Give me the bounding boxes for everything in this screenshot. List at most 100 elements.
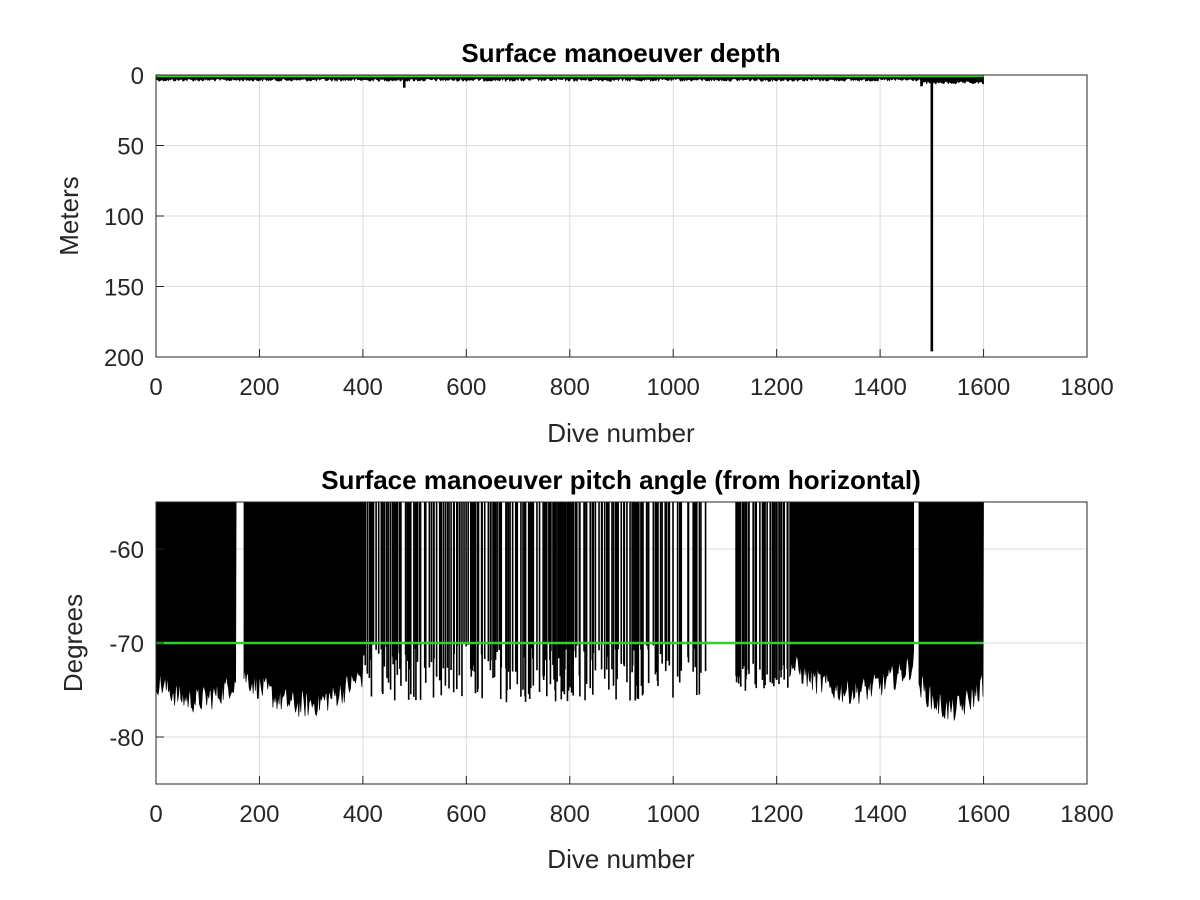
x-tick-label: 800 xyxy=(550,374,590,401)
pitch-bar xyxy=(612,502,615,686)
pitch-bar xyxy=(623,502,626,667)
pitch-bar xyxy=(453,502,456,655)
pitch-bar xyxy=(470,502,473,677)
pitch-bar xyxy=(527,502,530,695)
x-tick-label: 1200 xyxy=(750,801,803,828)
pitch-bar xyxy=(371,502,374,644)
y-tick-label: 50 xyxy=(117,134,144,161)
pitch-bar xyxy=(490,502,492,661)
pitch-bar xyxy=(507,502,510,672)
pitch-block xyxy=(789,501,915,705)
pitch-bar xyxy=(477,502,480,645)
pitch-bar xyxy=(496,502,498,652)
pitch-bar xyxy=(762,502,764,677)
pitch-bar xyxy=(424,502,427,683)
pitch-bar xyxy=(626,502,628,683)
pitch-bar xyxy=(735,502,738,683)
pitch-bar xyxy=(668,502,671,666)
pitch-bar xyxy=(524,502,527,702)
y-tick-label: 200 xyxy=(104,345,144,372)
pitch-bar xyxy=(764,502,766,686)
y-tick-label: -80 xyxy=(109,725,144,752)
x-tick-label: 800 xyxy=(550,801,590,828)
x-tick-label: 1800 xyxy=(1060,801,1113,828)
pitch-bar xyxy=(522,502,524,690)
pitch-bar xyxy=(565,502,567,650)
pitch-bar xyxy=(780,502,783,670)
pitch-bar xyxy=(428,502,431,668)
x-tick-label: 1000 xyxy=(647,801,700,828)
pitch-bar xyxy=(416,502,419,662)
pitch-bar xyxy=(467,502,469,645)
pitch-bar xyxy=(494,502,497,660)
pitch-bar xyxy=(631,502,634,666)
pitch-bar xyxy=(773,502,775,687)
x-tick-label: 1000 xyxy=(647,374,700,401)
x-tick-label: 1400 xyxy=(853,374,906,401)
pitch-bar xyxy=(553,502,555,680)
pitch-x-axis-label: Dive number xyxy=(547,844,695,874)
pitch-bar xyxy=(617,502,619,650)
pitch-bar xyxy=(678,502,681,683)
pitch-bar xyxy=(393,502,396,701)
x-tick-label: 200 xyxy=(239,374,279,401)
pitch-bar xyxy=(633,502,635,651)
x-tick-label: 400 xyxy=(343,801,383,828)
pitch-bar xyxy=(769,502,772,683)
pitch-bar xyxy=(739,502,742,687)
pitch-bar xyxy=(594,502,597,671)
pitch-bar xyxy=(423,502,426,668)
x-tick-label: 200 xyxy=(239,801,279,828)
y-tick-label: -70 xyxy=(109,631,144,658)
pitch-bar xyxy=(742,502,744,669)
pitch-bar xyxy=(657,502,659,686)
pitch-bar xyxy=(695,502,698,696)
pitch-bar xyxy=(516,502,519,685)
pitch-bar xyxy=(774,502,776,679)
pitch-bar xyxy=(472,502,475,666)
pitch-bar xyxy=(704,502,707,672)
y-tick-label: 150 xyxy=(104,275,144,302)
pitch-bar xyxy=(645,502,648,646)
pitch-bar xyxy=(629,502,631,701)
pitch-bar xyxy=(430,502,433,663)
depth-spike-bar xyxy=(920,75,923,87)
depth-spike-bar xyxy=(402,75,406,88)
pitch-bars xyxy=(155,501,984,721)
x-tick-label: 0 xyxy=(149,801,162,828)
pitch-bar xyxy=(585,502,588,685)
pitch-bar xyxy=(638,502,640,646)
pitch-bar xyxy=(473,502,476,672)
x-tick-label: 600 xyxy=(446,801,486,828)
pitch-bar xyxy=(676,502,679,677)
pitch-bar xyxy=(506,502,508,691)
pitch-bar xyxy=(463,502,465,644)
x-tick-label: 600 xyxy=(446,374,486,401)
pitch-bar xyxy=(450,502,452,671)
x-tick-label: 1800 xyxy=(1060,374,1113,401)
pitch-bar xyxy=(500,502,503,668)
pitch-bar xyxy=(456,502,459,646)
pitch-bar xyxy=(372,502,375,645)
pitch-bar xyxy=(759,502,761,670)
pitch-bar xyxy=(438,502,441,681)
pitch-bar xyxy=(778,502,781,671)
pitch-bar xyxy=(608,502,610,690)
pitch-bar xyxy=(736,502,739,677)
pitch-bar xyxy=(572,502,575,652)
pitch-bar xyxy=(672,502,674,698)
pitch-bar xyxy=(745,502,748,676)
pitch-bar xyxy=(389,502,392,690)
pitch-bar xyxy=(511,502,514,672)
pitch-bar xyxy=(700,502,702,673)
pitch-bar xyxy=(589,502,592,689)
pitch-bar xyxy=(487,502,490,662)
pitch-x-ticks: 0 200 400 600 800 1000 1200 1400 1600 1800 xyxy=(149,776,1114,828)
pitch-bar xyxy=(566,502,569,702)
x-tick-label: 1600 xyxy=(957,374,1010,401)
pitch-bar xyxy=(636,502,639,699)
pitch-bar xyxy=(461,502,463,697)
x-tick-label: 1600 xyxy=(957,801,1010,828)
pitch-bar xyxy=(364,502,367,666)
